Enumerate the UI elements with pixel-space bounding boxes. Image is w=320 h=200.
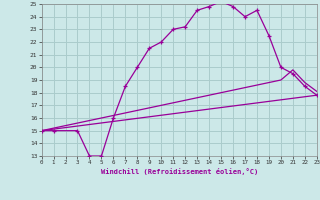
X-axis label: Windchill (Refroidissement éolien,°C): Windchill (Refroidissement éolien,°C) [100,168,258,175]
